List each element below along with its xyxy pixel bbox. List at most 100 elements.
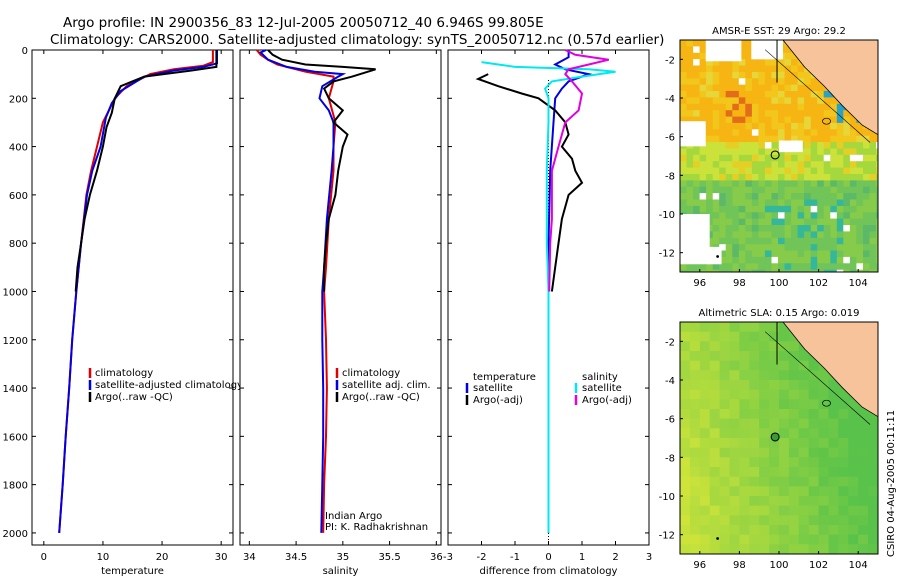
map-cell [798, 544, 810, 554]
map-cell [738, 78, 746, 86]
map-cell [849, 199, 857, 207]
map-cell [699, 52, 707, 60]
map-cell [751, 180, 759, 188]
map-cell [798, 457, 810, 468]
map-cell [823, 91, 831, 98]
map-cell [689, 438, 701, 449]
map-cell [778, 174, 786, 181]
map-cell [848, 534, 859, 545]
map-cell [699, 186, 707, 194]
map-cell [797, 97, 805, 105]
map-cell [808, 486, 820, 497]
map-cell [758, 129, 766, 137]
map-cell [732, 59, 740, 67]
x-tick-label: 104 [849, 560, 868, 571]
map-cell [729, 389, 740, 400]
map-cell [843, 135, 851, 143]
map-cell [699, 534, 711, 545]
map-cell [804, 231, 812, 239]
map-cell [804, 218, 812, 226]
map-cell [719, 78, 727, 86]
map-cell [719, 116, 727, 124]
map-cell [791, 174, 799, 181]
map-cell [738, 46, 746, 54]
map-cell [680, 476, 691, 487]
map-cell [769, 399, 780, 410]
map-cell [745, 46, 753, 54]
map-cell [769, 505, 780, 516]
map-cell [784, 218, 792, 226]
map-cell [798, 505, 810, 516]
annotation-text: Indian Argo [325, 511, 382, 522]
map-cell [791, 193, 799, 201]
map-cell [784, 84, 792, 92]
map-cell [828, 476, 839, 487]
map-cell [732, 205, 740, 213]
map-cell [764, 129, 772, 137]
map-cell [680, 84, 688, 92]
map-cell [719, 457, 731, 468]
map-cell [745, 52, 753, 60]
map-cell [810, 116, 818, 124]
map-cell [817, 116, 825, 124]
map-cell [758, 78, 766, 86]
map-cell [848, 476, 859, 487]
map-cell [830, 122, 838, 130]
map-cell [759, 322, 770, 333]
map-cell [699, 161, 707, 169]
map-cell [759, 331, 770, 342]
map-cell [709, 505, 721, 516]
argo-location-marker [770, 150, 780, 160]
map-cell [836, 263, 844, 271]
map-cell [712, 225, 720, 232]
map-title: Altimetric SLA: 0.15 Argo: 0.019 [699, 308, 860, 319]
map-cell [738, 142, 746, 150]
map-cell [828, 457, 839, 468]
map-cell [791, 154, 799, 162]
map-cell [830, 135, 838, 143]
map-cell [706, 122, 714, 130]
map-cell [680, 148, 688, 156]
map-cell [719, 496, 731, 507]
map-cell [828, 486, 839, 497]
map-cell [712, 110, 720, 118]
map-cell [849, 218, 857, 226]
map-cell [843, 116, 851, 124]
y-tick-label: -8 [665, 453, 675, 464]
map-cell [751, 174, 759, 181]
map-cell [788, 534, 800, 545]
map-cell [759, 505, 770, 516]
map-cell [778, 103, 786, 111]
map-cell [778, 199, 786, 207]
map-cell [706, 186, 714, 194]
map-cell [732, 122, 740, 130]
map-cell [828, 447, 839, 458]
map-cell [725, 59, 733, 67]
map-cell [739, 351, 750, 362]
map-cell [779, 467, 790, 478]
map-cell [759, 457, 770, 468]
map-cell [680, 534, 691, 545]
map-cell [739, 438, 750, 449]
map-cell [680, 331, 691, 342]
map-cell [828, 467, 839, 478]
map-cell [836, 250, 844, 258]
map-cell [751, 122, 759, 130]
map-cell [712, 212, 720, 220]
map-cell [791, 225, 799, 232]
map-cell [712, 103, 720, 111]
x-tick-label: -2 [477, 552, 487, 563]
map-cell [788, 467, 800, 478]
map-cell [817, 263, 825, 271]
map-cell [810, 142, 818, 150]
map-cell [863, 225, 871, 232]
map-cell [808, 496, 820, 507]
map-cell [778, 269, 786, 272]
map-cell [788, 476, 800, 487]
shelf-contour [764, 331, 871, 425]
map-cell [769, 476, 780, 487]
map-cell [719, 65, 727, 73]
map-cell [749, 331, 760, 342]
map-cell [843, 154, 851, 162]
map-cell [759, 544, 770, 554]
